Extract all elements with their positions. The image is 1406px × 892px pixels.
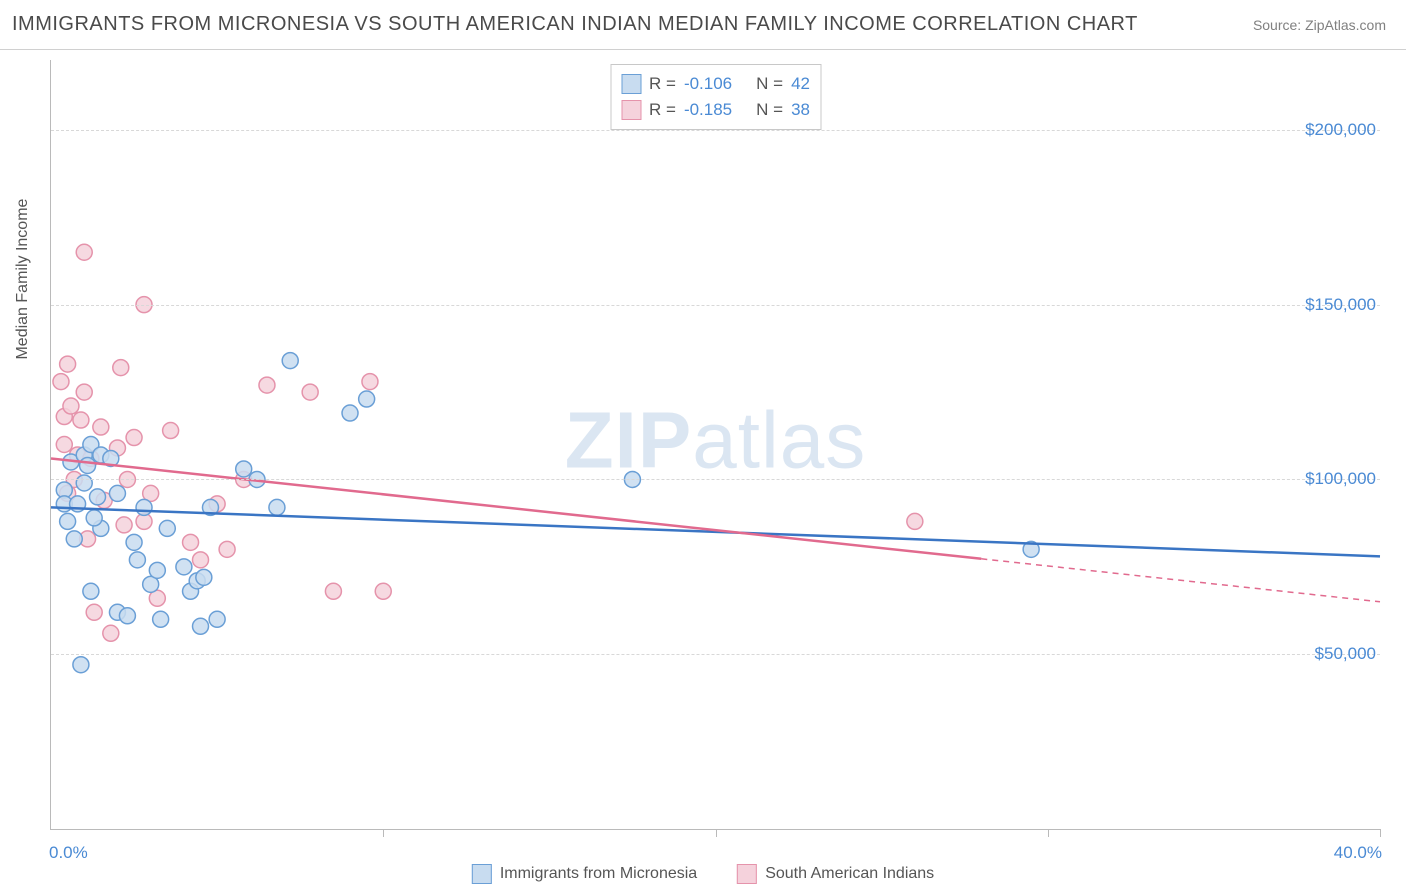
source-link[interactable]: ZipAtlas.com bbox=[1305, 17, 1386, 33]
data-point-blue bbox=[109, 485, 125, 501]
x-tick bbox=[716, 829, 717, 837]
legend-item-blue: Immigrants from Micronesia bbox=[472, 864, 697, 884]
chart-container: IMMIGRANTS FROM MICRONESIA VS SOUTH AMER… bbox=[0, 0, 1406, 892]
legend-item-pink: South American Indians bbox=[737, 864, 934, 884]
data-point-pink bbox=[103, 625, 119, 641]
data-point-pink bbox=[126, 430, 142, 446]
data-point-blue bbox=[282, 353, 298, 369]
source-prefix: Source: bbox=[1253, 17, 1305, 33]
n-value-blue: 42 bbox=[791, 71, 810, 97]
legend-row-blue: R = -0.106 N = 42 bbox=[621, 71, 810, 97]
data-point-pink bbox=[73, 412, 89, 428]
data-point-pink bbox=[375, 583, 391, 599]
data-point-pink bbox=[113, 360, 129, 376]
r-label: R = bbox=[649, 71, 676, 97]
data-point-blue bbox=[153, 611, 169, 627]
x-min-label: 0.0% bbox=[49, 843, 88, 863]
y-tick-label: $50,000 bbox=[1315, 644, 1384, 664]
data-point-blue bbox=[90, 489, 106, 505]
data-point-blue bbox=[86, 510, 102, 526]
data-point-pink bbox=[60, 356, 76, 372]
data-point-pink bbox=[163, 423, 179, 439]
data-point-pink bbox=[76, 384, 92, 400]
data-point-blue bbox=[359, 391, 375, 407]
swatch-blue-icon bbox=[472, 864, 492, 884]
data-point-pink bbox=[76, 244, 92, 260]
data-point-pink bbox=[86, 604, 102, 620]
data-point-blue bbox=[126, 534, 142, 550]
trend-line-blue bbox=[51, 507, 1380, 556]
data-point-pink bbox=[63, 398, 79, 414]
data-point-pink bbox=[219, 541, 235, 557]
data-point-blue bbox=[129, 552, 145, 568]
data-point-blue bbox=[342, 405, 358, 421]
y-tick-label: $150,000 bbox=[1305, 295, 1384, 315]
r-value-pink: -0.185 bbox=[684, 97, 732, 123]
r-label: R = bbox=[649, 97, 676, 123]
data-point-blue bbox=[159, 520, 175, 536]
trend-line-pink-dashed bbox=[981, 559, 1380, 602]
data-point-pink bbox=[302, 384, 318, 400]
source-attribution: Source: ZipAtlas.com bbox=[1253, 17, 1386, 33]
data-point-pink bbox=[325, 583, 341, 599]
swatch-blue-icon bbox=[621, 74, 641, 94]
swatch-pink-icon bbox=[737, 864, 757, 884]
data-point-blue bbox=[193, 618, 209, 634]
data-point-blue bbox=[119, 608, 135, 624]
chart-title: IMMIGRANTS FROM MICRONESIA VS SOUTH AMER… bbox=[12, 13, 1138, 36]
grid-line bbox=[51, 130, 1380, 131]
swatch-pink-icon bbox=[621, 100, 641, 120]
y-tick-label: $200,000 bbox=[1305, 120, 1384, 140]
data-point-blue bbox=[236, 461, 252, 477]
x-tick bbox=[1048, 829, 1049, 837]
x-tick bbox=[1380, 829, 1381, 837]
data-point-pink bbox=[259, 377, 275, 393]
data-point-blue bbox=[60, 513, 76, 529]
r-value-blue: -0.106 bbox=[684, 71, 732, 97]
data-point-pink bbox=[53, 374, 69, 390]
data-point-blue bbox=[76, 475, 92, 491]
data-point-pink bbox=[56, 437, 72, 453]
data-point-blue bbox=[136, 499, 152, 515]
legend-row-pink: R = -0.185 N = 38 bbox=[621, 97, 810, 123]
data-point-pink bbox=[193, 552, 209, 568]
data-point-pink bbox=[93, 419, 109, 435]
series-name-blue: Immigrants from Micronesia bbox=[500, 865, 697, 883]
data-point-pink bbox=[183, 534, 199, 550]
data-point-blue bbox=[83, 583, 99, 599]
chart-svg bbox=[51, 60, 1380, 829]
grid-line bbox=[51, 305, 1380, 306]
data-point-pink bbox=[907, 513, 923, 529]
grid-line bbox=[51, 654, 1380, 655]
correlation-legend: R = -0.106 N = 42 R = -0.185 N = 38 bbox=[610, 64, 821, 130]
x-max-label: 40.0% bbox=[1334, 843, 1382, 863]
data-point-blue bbox=[66, 531, 82, 547]
y-tick-label: $100,000 bbox=[1305, 469, 1384, 489]
header: IMMIGRANTS FROM MICRONESIA VS SOUTH AMER… bbox=[0, 0, 1406, 50]
n-label: N = bbox=[756, 71, 783, 97]
data-point-blue bbox=[196, 569, 212, 585]
y-axis-title: Median Family Income bbox=[14, 199, 32, 360]
series-legend: Immigrants from Micronesia South America… bbox=[472, 864, 934, 884]
data-point-pink bbox=[362, 374, 378, 390]
data-point-blue bbox=[149, 562, 165, 578]
series-name-pink: South American Indians bbox=[765, 865, 934, 883]
n-label: N = bbox=[756, 97, 783, 123]
n-value-pink: 38 bbox=[791, 97, 810, 123]
data-point-blue bbox=[269, 499, 285, 515]
data-point-blue bbox=[209, 611, 225, 627]
data-point-blue bbox=[176, 559, 192, 575]
data-point-blue bbox=[80, 457, 96, 473]
x-tick bbox=[383, 829, 384, 837]
grid-line bbox=[51, 479, 1380, 480]
plot-area: ZIPatlas R = -0.106 N = 42 R = -0.185 N … bbox=[50, 60, 1380, 830]
data-point-blue bbox=[73, 657, 89, 673]
data-point-pink bbox=[116, 517, 132, 533]
